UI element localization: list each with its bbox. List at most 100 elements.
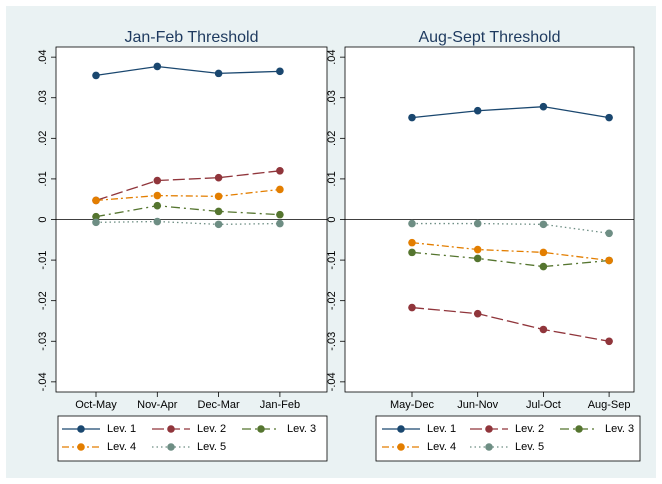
legend-marker xyxy=(167,443,175,451)
point xyxy=(153,62,162,71)
point xyxy=(605,256,613,265)
point xyxy=(539,262,548,271)
y-tick-label: .01 xyxy=(326,171,338,186)
series-line xyxy=(95,205,280,218)
point xyxy=(153,217,162,226)
series-line xyxy=(95,170,280,202)
point xyxy=(214,192,223,201)
legend-marker xyxy=(485,443,493,451)
legend-label: Lev. 3 xyxy=(605,423,634,435)
point xyxy=(214,69,223,78)
series-line xyxy=(95,220,280,226)
y-tick-label: -.04 xyxy=(37,372,49,391)
point xyxy=(276,219,284,228)
point xyxy=(408,238,416,247)
y-tick-label: .04 xyxy=(326,49,338,64)
legend-marker xyxy=(575,425,583,433)
legend-label: Lev. 5 xyxy=(515,441,544,453)
point xyxy=(539,220,548,229)
point xyxy=(153,201,162,210)
legend-marker xyxy=(167,425,175,433)
point xyxy=(539,102,548,111)
legend-marker xyxy=(485,425,493,433)
legend-label: Lev. 4 xyxy=(107,441,136,453)
legend-label: Lev. 2 xyxy=(197,423,226,435)
y-tick-label: -.01 xyxy=(37,251,49,270)
series-line xyxy=(95,65,280,77)
legend-marker xyxy=(77,443,85,451)
point xyxy=(539,248,548,257)
point xyxy=(473,309,482,318)
x-tick-label: May-Dec xyxy=(390,399,435,411)
point xyxy=(214,207,223,216)
y-tick-label: -.03 xyxy=(37,332,49,351)
chart-title: Jan-Feb Threshold xyxy=(125,29,259,46)
y-tick-label: .02 xyxy=(326,131,338,146)
series-line xyxy=(95,188,280,202)
point xyxy=(214,173,223,182)
y-tick-label: 0 xyxy=(326,216,338,222)
y-tick-label: -.01 xyxy=(326,251,338,270)
point xyxy=(408,248,416,257)
legend-label: Lev. 1 xyxy=(427,423,456,435)
legend-marker xyxy=(397,443,405,451)
legend-label: Lev. 2 xyxy=(515,423,544,435)
series-line xyxy=(411,306,610,342)
legend-label: Lev. 1 xyxy=(107,423,136,435)
point xyxy=(92,196,100,205)
point xyxy=(473,254,482,263)
point xyxy=(92,71,100,80)
series-line xyxy=(411,251,610,268)
x-tick-label: Aug-Sep xyxy=(588,399,631,411)
series-line xyxy=(411,106,610,119)
point xyxy=(605,113,613,122)
y-tick-label: .02 xyxy=(37,131,49,146)
point xyxy=(276,185,284,194)
point xyxy=(473,106,482,115)
point xyxy=(214,220,223,229)
point xyxy=(473,219,482,228)
legend-marker xyxy=(257,425,265,433)
y-tick-label: .04 xyxy=(37,49,49,64)
point xyxy=(153,176,162,185)
legend-label: Lev. 3 xyxy=(287,423,316,435)
legend xyxy=(375,415,641,462)
point xyxy=(276,67,284,76)
point xyxy=(605,229,613,238)
x-tick-label: Jan-Feb xyxy=(260,399,300,411)
y-tick-label: -.04 xyxy=(326,372,338,391)
series-line xyxy=(411,241,610,262)
point xyxy=(605,337,613,346)
x-tick-label: Jun-Nov xyxy=(457,399,498,411)
point xyxy=(539,325,548,334)
y-tick-label: -.02 xyxy=(37,291,49,310)
y-tick-label: 0 xyxy=(37,216,49,222)
x-tick-label: Nov-Apr xyxy=(137,399,178,411)
x-tick-label: Dec-Mar xyxy=(198,399,241,411)
chart-title: Aug-Sept Threshold xyxy=(418,29,560,46)
y-tick-label: .03 xyxy=(326,90,338,105)
series-line xyxy=(412,222,610,234)
x-tick-label: Oct-May xyxy=(75,399,117,411)
point xyxy=(473,245,482,254)
legend-marker xyxy=(397,425,405,433)
point xyxy=(408,113,416,122)
point xyxy=(92,218,100,227)
y-tick-label: .01 xyxy=(37,171,49,186)
point xyxy=(276,210,284,219)
legend-label: Lev. 4 xyxy=(427,441,456,453)
point xyxy=(92,212,100,221)
x-tick-label: Jul-Oct xyxy=(526,399,561,411)
point xyxy=(408,219,416,228)
legend-label: Lev. 5 xyxy=(197,441,226,453)
y-tick-label: .03 xyxy=(37,90,49,105)
point xyxy=(276,166,284,175)
y-tick-label: -.02 xyxy=(326,291,338,310)
legend xyxy=(57,415,328,462)
point xyxy=(408,303,416,312)
y-tick-label: -.03 xyxy=(326,332,338,351)
legend-marker xyxy=(77,425,85,433)
point xyxy=(153,191,162,200)
